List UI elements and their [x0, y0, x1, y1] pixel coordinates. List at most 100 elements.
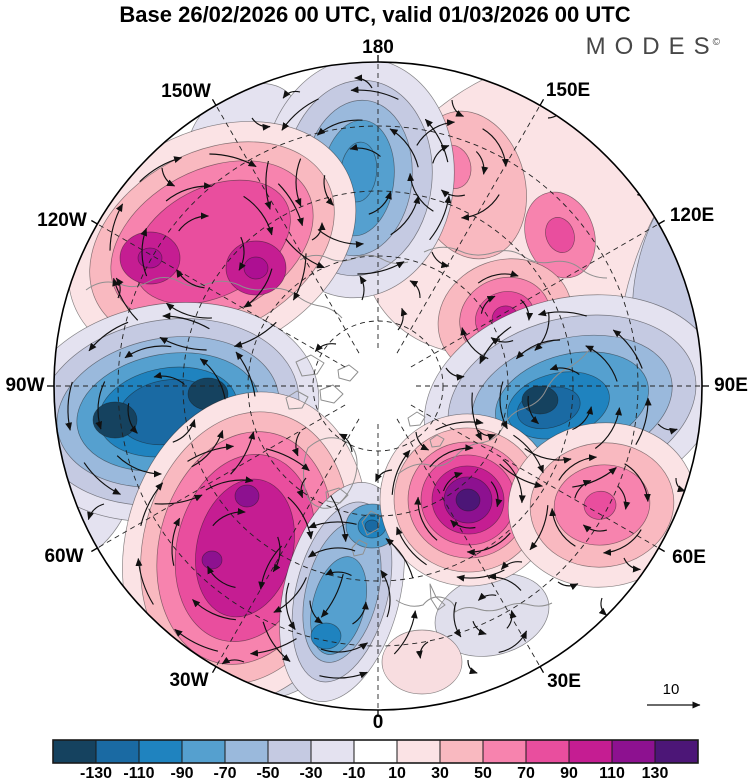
wind-arrow: [95, 381, 106, 430]
wind-arrow: [317, 228, 364, 248]
colorbar-tick: 130: [642, 765, 669, 782]
wind-arrow: [490, 337, 514, 345]
anomaly-blob-atlantic-core-south: [201, 550, 223, 570]
wind-arrow: [135, 558, 154, 605]
wind-arrow: [172, 419, 196, 443]
wind-arrow: [534, 312, 550, 351]
anomaly-blob-uk-small-blue: [364, 519, 380, 533]
colorbar-cell: [568, 739, 613, 764]
wind-arrow: [461, 194, 500, 221]
colorbar-tick: 110: [599, 765, 625, 782]
longitude-line: [410, 404, 658, 548]
wind-arrow: [115, 277, 124, 299]
wind-arrow: [435, 418, 484, 431]
colorbar-cell: [138, 739, 183, 764]
wind-arrow: [478, 592, 497, 601]
boundary-tick: [658, 547, 665, 553]
wind-arrow: [88, 321, 129, 352]
wind-arrow: [623, 557, 641, 573]
wind-arrow: [450, 519, 476, 529]
anomaly-blob-asia-core: [521, 385, 559, 415]
wind-arrow: [442, 471, 463, 492]
wind-arrow: [319, 671, 368, 679]
wind-arrow: [490, 481, 503, 508]
coastline: [429, 434, 445, 448]
anomaly-blob-bottom-pink-patch: [381, 629, 463, 695]
wind-arrow: [262, 621, 291, 662]
anomaly-blob-hudson-core-west: [92, 401, 138, 439]
wind-arrow: [558, 454, 597, 481]
colorbar-tick: -30: [299, 765, 322, 782]
vector-scale-label: 10: [663, 681, 680, 698]
wind-arrow: [287, 496, 314, 540]
coastline: [395, 596, 553, 613]
anomaly-blob-kazakh-pink: [583, 490, 617, 520]
wind-arrow: [480, 295, 496, 314]
wind-arrow: [477, 429, 496, 441]
colorbar-cell: [611, 739, 656, 764]
wind-arrow: [466, 532, 511, 556]
wind-arrow: [368, 191, 392, 215]
wind-arrow: [635, 397, 652, 445]
wind-arrow: [407, 173, 434, 212]
wind-arrow: [320, 573, 344, 618]
wind-arrow: [296, 477, 307, 499]
wind-arrow: [171, 517, 181, 566]
wind-arrow: [414, 496, 438, 541]
longitude-label-90E: 90E: [714, 375, 748, 396]
wind-arrow: [153, 371, 185, 385]
wind-arrow: [191, 430, 224, 468]
colorbar-tick: -90: [170, 765, 193, 782]
wind-arrow: [475, 151, 489, 175]
colorbar-tick: -10: [342, 765, 365, 782]
longitude-label-180: 180: [362, 37, 394, 58]
colorbar-tick: -110: [123, 765, 154, 782]
wind-arrow: [618, 619, 629, 637]
wind-arrow: [385, 538, 414, 579]
longitude-line: [410, 224, 658, 368]
wind-arrow: [112, 277, 139, 321]
coastline: [325, 487, 349, 504]
wind-arrow: [499, 463, 543, 489]
wind-arrow: [675, 477, 686, 493]
longitude-label-60E: 60E: [672, 547, 706, 568]
wind-arrow: [162, 312, 210, 330]
wind-arrow: [292, 253, 307, 301]
anomaly-blob-caspian-magenta: [455, 488, 481, 512]
coastline: [285, 390, 309, 410]
colorbar-cell: [52, 739, 97, 764]
wind-arrow: [205, 476, 254, 491]
wind-arrow: [308, 521, 357, 529]
wind-arrow: [529, 505, 549, 551]
wind-arrow: [506, 610, 517, 629]
wind-arrow: [549, 363, 580, 375]
anomaly-blob-alaska-core-west: [137, 247, 163, 269]
colorbar-frame: [52, 739, 699, 764]
wind-arrow: [264, 160, 272, 210]
latitude-circle: [117, 125, 639, 647]
wind-arrow: [272, 536, 281, 573]
boundary-tick: [539, 99, 545, 106]
wind-arrow: [482, 128, 509, 167]
wind-arrow: [424, 118, 449, 163]
wind-arrow: [294, 158, 302, 207]
wind-arrow: [583, 524, 608, 533]
modes-logo: MODES©: [586, 33, 720, 61]
longitude-line: [396, 418, 540, 666]
wind-arrow: [87, 503, 105, 521]
wind-arrow: [207, 565, 236, 588]
wind-arrow: [65, 381, 73, 431]
wind-arrow: [538, 309, 587, 317]
wind-arrow: [187, 443, 234, 462]
anomaly-blob-uk-blue-core: [310, 622, 342, 650]
wind-arrow: [291, 431, 301, 457]
wind-arrow: [166, 302, 212, 319]
wind-arrow: [161, 167, 176, 187]
colorbar-cell: [310, 739, 355, 764]
wind-arrow: [330, 495, 349, 542]
longitude-line: [216, 106, 360, 354]
wind-arrow: [140, 482, 164, 527]
colorbar-cell: [525, 739, 570, 764]
